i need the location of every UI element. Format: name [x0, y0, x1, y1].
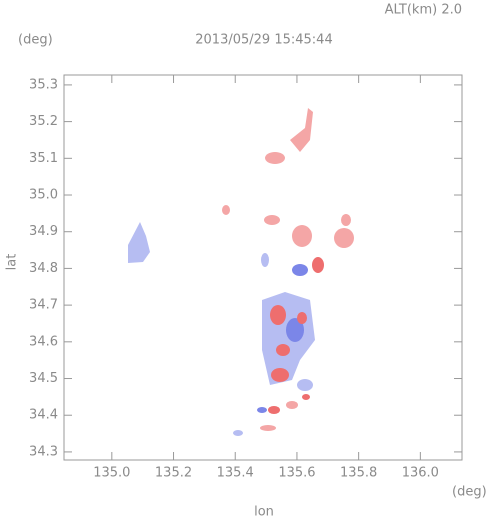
x-tick-label: 136.0 [402, 466, 439, 481]
y-tick-label: 35.0 [29, 188, 58, 203]
y-tick-label: 34.8 [29, 261, 58, 276]
echo-field [128, 108, 354, 436]
x-tick-label: 135.0 [93, 466, 130, 481]
x-tick-label: 135.4 [217, 466, 254, 481]
y-tick-label: 35.2 [29, 114, 58, 129]
y-unit: (deg) [18, 33, 53, 48]
y-tick-label: 34.5 [29, 371, 58, 386]
x-unit: (deg) [452, 485, 487, 500]
x-tick-label: 135.6 [278, 466, 315, 481]
plot-frame [63, 74, 463, 461]
y-tick-label: 35.1 [29, 151, 58, 166]
y-tick-label: 34.6 [29, 334, 58, 349]
y-label: lat [5, 254, 20, 271]
x-tick-label: 135.8 [340, 466, 377, 481]
chart-title: 2013/05/29 15:45:44 [195, 33, 332, 48]
y-tick-label: 34.7 [29, 298, 58, 313]
y-tick-label: 34.3 [29, 444, 58, 459]
altitude: ALT(km) 2.0 [385, 3, 462, 18]
y-tick-label: 34.4 [29, 408, 58, 423]
x-label: lon [254, 505, 274, 520]
x-tick-label: 135.2 [155, 466, 192, 481]
y-tick-label: 35.3 [29, 77, 58, 92]
y-tick-label: 34.9 [29, 224, 58, 239]
